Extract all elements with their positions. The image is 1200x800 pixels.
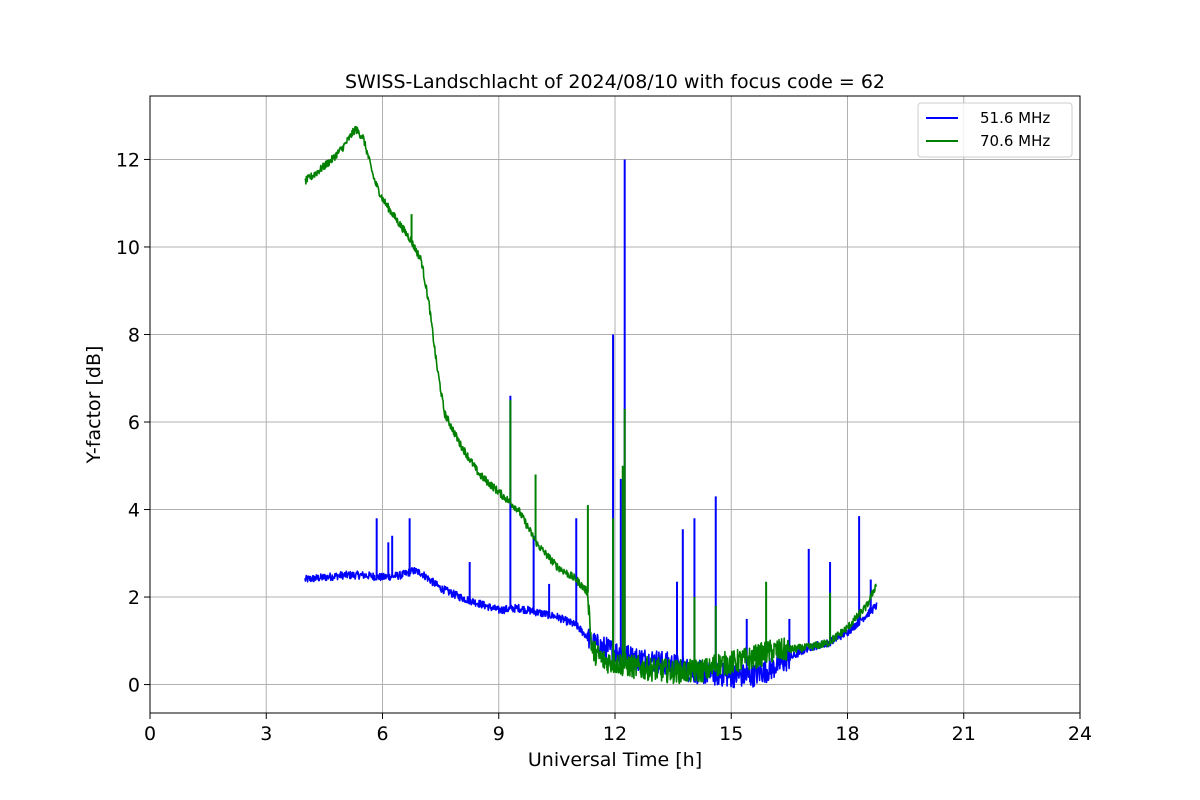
y-tick-label: 8 bbox=[128, 324, 140, 346]
y-tick-label: 10 bbox=[116, 237, 140, 259]
x-axis-label: Universal Time [h] bbox=[528, 749, 702, 771]
legend-box bbox=[917, 102, 1073, 158]
legend-label-51-6-mhz: 51.6 MHz bbox=[980, 109, 1050, 127]
y-tick-label: 0 bbox=[128, 675, 140, 697]
x-tick-label: 9 bbox=[493, 723, 505, 745]
y-axis-label: Y-factor [dB] bbox=[83, 346, 105, 465]
y-tick-label: 4 bbox=[128, 500, 140, 522]
legend: 51.6 MHz 70.6 MHz bbox=[917, 102, 1073, 158]
series-layer bbox=[304, 125, 878, 689]
y-tick-label: 12 bbox=[116, 149, 140, 171]
series-line-70-6-mhz bbox=[304, 125, 878, 685]
legend-label-70-6-mhz: 70.6 MHz bbox=[980, 132, 1050, 150]
x-tick-label: 0 bbox=[144, 723, 156, 745]
x-tick-label: 21 bbox=[952, 723, 976, 745]
x-tick-label: 24 bbox=[1068, 723, 1092, 745]
x-tick-label: 18 bbox=[835, 723, 859, 745]
x-tick-label: 15 bbox=[719, 723, 743, 745]
x-tick-label: 12 bbox=[603, 723, 627, 745]
chart-title: SWISS-Landschlacht of 2024/08/10 with fo… bbox=[345, 71, 885, 93]
x-tick-label: 6 bbox=[376, 723, 388, 745]
y-tick-label: 2 bbox=[128, 587, 140, 609]
x-tick-label: 3 bbox=[260, 723, 272, 745]
y-tick-label: 6 bbox=[128, 412, 140, 434]
